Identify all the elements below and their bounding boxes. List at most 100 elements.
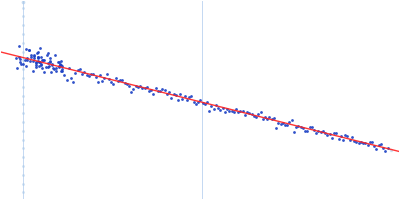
Point [155,90,161,93]
Point [228,109,235,112]
Point [373,148,380,151]
Point [17,61,23,64]
Point [344,135,351,138]
Point [302,130,308,133]
Point [340,138,346,141]
Point [31,56,37,59]
Point [253,115,259,118]
Point [33,61,40,64]
Point [35,60,42,63]
Point [19,62,26,66]
Point [137,84,143,87]
Point [101,76,108,79]
Point [157,89,163,92]
Point [53,70,59,73]
Point [38,63,44,66]
Point [277,123,284,126]
Point [182,95,188,98]
Point [35,56,42,59]
Point [188,95,194,98]
Point [41,58,48,61]
Point [220,107,226,110]
Point [315,129,322,133]
Point [24,59,30,62]
Point [20,191,26,194]
Point [86,74,92,78]
Point [14,67,21,70]
Point [206,109,212,112]
Point [170,92,177,96]
Point [20,103,26,106]
Point [97,74,103,77]
Point [313,131,320,134]
Point [20,138,26,141]
Point [215,106,221,110]
Point [92,75,99,79]
Point [338,134,344,137]
Point [208,105,215,108]
Point [353,141,360,144]
Point [268,117,275,120]
Point [81,71,88,74]
Point [288,118,295,122]
Point [38,55,44,58]
Point [124,83,130,86]
Point [22,58,28,61]
Point [34,51,40,54]
Point [308,125,315,129]
Point [26,48,32,52]
Point [360,142,366,145]
Point [199,102,206,105]
Point [162,89,168,92]
Point [202,103,208,106]
Point [311,128,317,132]
Point [20,50,26,53]
Point [59,69,65,72]
Point [20,68,26,71]
Point [177,92,184,95]
Point [195,100,201,103]
Point [141,86,148,89]
Point [16,58,23,61]
Point [23,47,30,51]
Point [193,103,199,106]
Point [20,129,26,132]
Point [20,76,26,80]
Point [146,90,152,93]
Point [318,131,324,134]
Point [112,76,119,79]
Point [20,6,26,9]
Point [39,58,45,62]
Point [44,53,50,56]
Point [52,67,59,70]
Point [20,85,26,88]
Point [197,98,204,101]
Point [51,68,57,71]
Point [68,76,74,80]
Point [20,41,26,44]
Point [376,143,382,146]
Point [63,78,70,82]
Point [56,64,62,67]
Point [13,57,20,60]
Point [384,146,391,150]
Point [20,1,26,4]
Point [266,116,273,119]
Point [40,59,46,62]
Point [251,115,257,118]
Point [36,64,42,67]
Point [248,112,255,115]
Point [28,56,34,59]
Point [20,173,26,176]
Point [79,72,85,75]
Point [262,115,268,118]
Point [48,71,54,74]
Point [284,123,290,127]
Point [36,60,42,64]
Point [230,110,237,114]
Point [54,61,61,64]
Point [351,140,357,143]
Point [34,50,41,53]
Point [72,71,79,74]
Point [320,130,326,133]
